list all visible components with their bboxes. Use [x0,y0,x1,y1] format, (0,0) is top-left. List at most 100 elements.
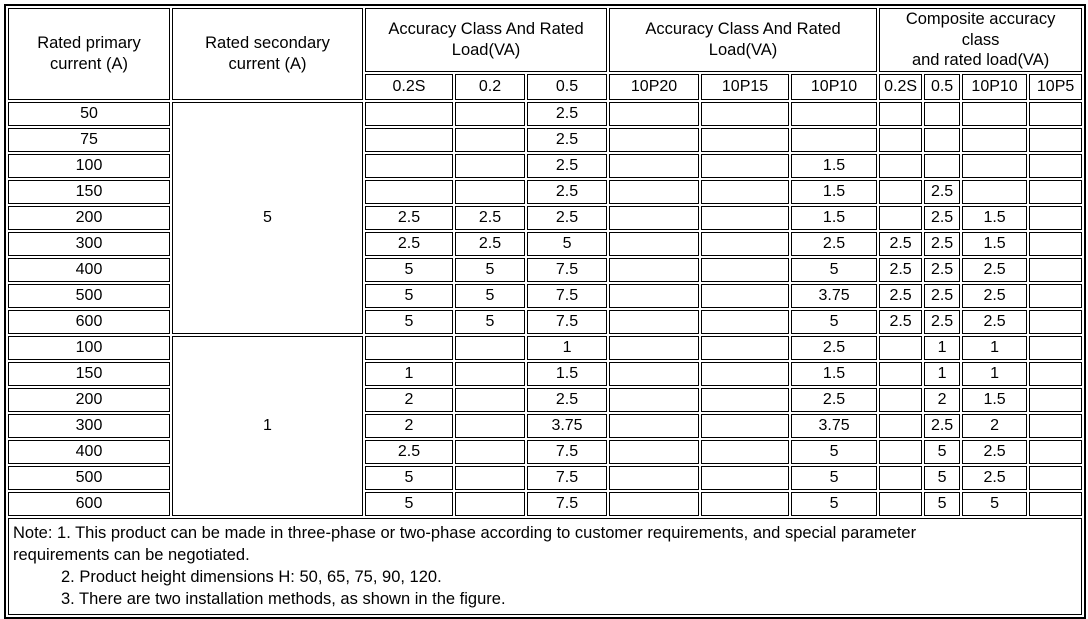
cell-value: 2.5 [455,205,525,230]
cell-value: 2.5 [879,231,923,256]
cell-value [455,439,525,464]
table-footer: Note: 1. This product can be made in thr… [8,517,1083,615]
cell-value [1029,179,1083,204]
note-cell: Note: 1. This product can be made in thr… [8,517,1083,615]
cell-value: 2.5 [962,309,1028,334]
cell-value [609,335,700,360]
note-line-1: Note: 1. This product can be made in thr… [13,523,917,564]
cell-value: 2.5 [924,179,961,204]
cell-value: 7.5 [527,491,608,516]
cell-value: 1.5 [962,387,1028,412]
cell-value [1029,257,1083,282]
column-header-secondary-current: Rated secondary current (A) [172,8,363,100]
cell-value: 5 [924,465,961,490]
cell-primary-current: 300 [8,413,170,438]
cell-value [1029,127,1083,152]
cell-primary-current: 150 [8,179,170,204]
cell-value [609,413,700,438]
column-header-10p5: 10P5 [1029,73,1083,100]
cell-value: 1.5 [791,153,878,178]
cell-value [879,205,923,230]
cell-value: 2.5 [791,231,878,256]
cell-value: 2.5 [924,205,961,230]
cell-value [609,257,700,282]
cell-value: 5 [791,491,878,516]
cell-value: 5 [924,439,961,464]
table-row: 200 2 2.5 2.5 2 1.5 [8,387,1083,412]
column-header-0-5: 0.5 [527,73,608,100]
cell-value [455,335,525,360]
cell-value [879,101,923,126]
cell-value [609,361,700,386]
cell-value: 3.75 [791,413,878,438]
table-row: 500 5 5 7.5 3.75 2.5 2.5 2.5 [8,283,1083,308]
column-header-0-2: 0.2 [455,73,525,100]
cell-value: 2.5 [455,231,525,256]
cell-value [701,127,790,152]
cell-primary-current: 50 [8,101,170,126]
cell-value: 5 [791,257,878,282]
cell-value [365,101,453,126]
table-row: 75 2.5 [8,127,1083,152]
cell-value [365,153,453,178]
cell-value [455,491,525,516]
cell-value [1029,361,1083,386]
column-header-10p15: 10P15 [701,73,790,100]
cell-value [879,179,923,204]
cell-value [879,387,923,412]
cell-value: 1.5 [962,205,1028,230]
cell-value [701,205,790,230]
cell-value: 7.5 [527,465,608,490]
cell-value: 1 [924,361,961,386]
cell-value: 7.5 [527,257,608,282]
cell-value [455,101,525,126]
cell-value: 2.5 [924,283,961,308]
cell-value [924,101,961,126]
cell-value: 1 [962,335,1028,360]
table-header: Rated primary current (A) Rated secondar… [8,8,1083,100]
cell-value: 2.5 [527,205,608,230]
cell-primary-current: 500 [8,465,170,490]
cell-value: 2.5 [527,387,608,412]
cell-value: 5 [791,309,878,334]
cell-value [701,257,790,282]
cell-value: 2.5 [365,205,453,230]
cell-value: 1.5 [527,361,608,386]
cell-value [609,179,700,204]
cell-value: 1 [962,361,1028,386]
cell-value [701,153,790,178]
note-row: Note: 1. This product can be made in thr… [8,517,1083,615]
cell-value: 2.5 [365,439,453,464]
cell-secondary-current: 5 [172,101,363,334]
cell-value: 2.5 [962,439,1028,464]
cell-primary-current: 75 [8,127,170,152]
cell-value [701,231,790,256]
cell-value: 5 [365,491,453,516]
cell-value: 2.5 [962,257,1028,282]
cell-value: 2.5 [962,465,1028,490]
table-row: 150 2.5 1.5 2.5 [8,179,1083,204]
cell-value [609,101,700,126]
cell-value [609,153,700,178]
cell-value [879,335,923,360]
cell-value [701,283,790,308]
column-header-comp-0-5: 0.5 [924,73,961,100]
cell-value: 1 [924,335,961,360]
cell-value [455,387,525,412]
cell-value [455,153,525,178]
cell-value: 2 [962,413,1028,438]
note-line-2: 2. Product height dimensions H: 50, 65, … [61,567,442,586]
cell-primary-current: 100 [8,153,170,178]
cell-primary-current: 400 [8,439,170,464]
cell-primary-current: 500 [8,283,170,308]
cell-value: 1.5 [962,231,1028,256]
rating-spec-table: Rated primary current (A) Rated secondar… [4,4,1087,619]
cell-value: 2 [365,387,453,412]
table-body: 50 5 2.5 75 2.5 100 2.5 1.5 150 2.5 1.5 2.5 200 2.5 2.… [8,101,1083,516]
cell-value [1029,413,1083,438]
column-header-comp-10p10: 10P10 [962,73,1028,100]
cell-value [455,413,525,438]
cell-value: 7.5 [527,283,608,308]
cell-value: 2.5 [924,309,961,334]
table-row: 300 2 3.75 3.75 2.5 2 [8,413,1083,438]
